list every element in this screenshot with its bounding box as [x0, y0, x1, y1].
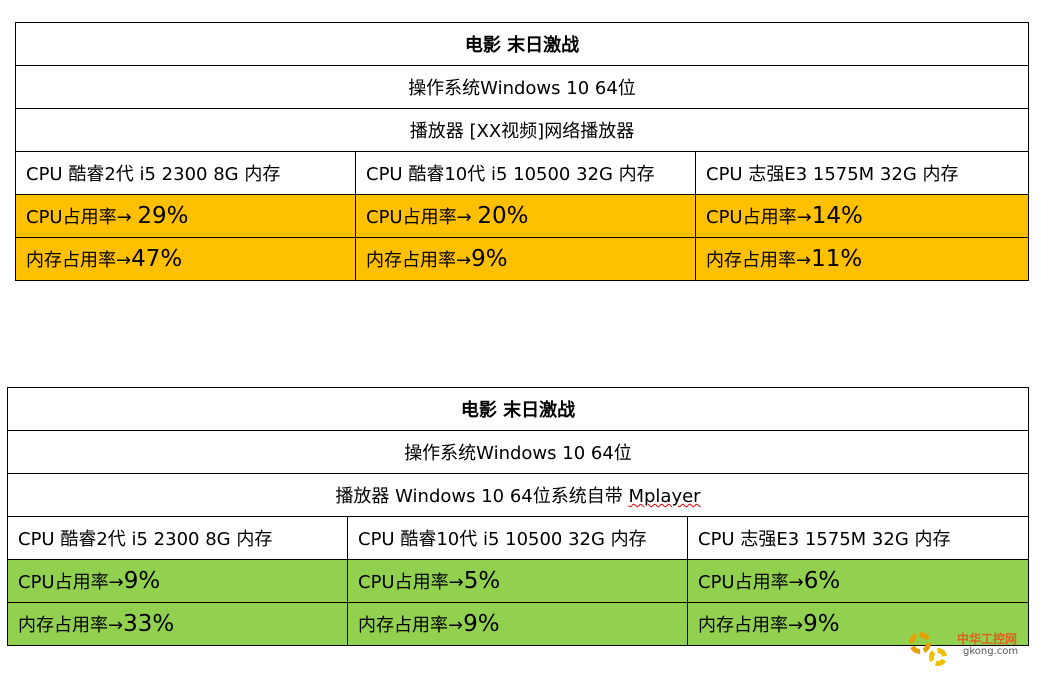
mem-usage-value: 47%: [131, 246, 183, 272]
mem-usage-label: 内存占用率→: [18, 615, 124, 636]
mem-usage-cell: 内存占用率→47%: [15, 237, 356, 281]
hardware-config-2: CPU 酷睿10代 i5 10500 32G 内存: [355, 151, 696, 195]
cpu-usage-value: 6%: [803, 568, 841, 594]
cpu-usage-label: CPU占用率→: [18, 572, 124, 593]
player-text: 播放器 Windows 10 64位系统自带: [335, 486, 629, 507]
cpu-usage-cell: CPU占用率→6%: [687, 559, 1029, 603]
cpu-usage-label: CPU占用率→: [358, 572, 464, 593]
mem-usage-value: 11%: [811, 246, 863, 272]
cpu-usage-cell: CPU占用率→9%: [7, 559, 348, 603]
performance-table-1: 电影 末日激战 操作系统Windows 10 64位 播放器 [XX视频]网络播…: [15, 22, 1029, 281]
mem-usage-cell: 内存占用率→9%: [347, 602, 688, 646]
mem-usage-value: 9%: [471, 246, 508, 272]
hardware-config-3: CPU 志强E3 1575M 32G 内存: [687, 516, 1029, 560]
performance-table-2: 电影 末日激战 操作系统Windows 10 64位 播放器 Windows 1…: [7, 387, 1029, 646]
hardware-config-2: CPU 酷睿10代 i5 10500 32G 内存: [347, 516, 688, 560]
cpu-usage-cell: CPU占用率→5%: [347, 559, 688, 603]
cpu-usage-value: 9%: [123, 568, 161, 594]
cpu-usage-label: CPU占用率→: [26, 207, 138, 228]
hardware-config-3: CPU 志强E3 1575M 32G 内存: [695, 151, 1029, 195]
mem-usage-cell: 内存占用率→9%: [355, 237, 696, 281]
watermark-subtext: gkong.com: [963, 646, 1019, 657]
watermark-text: 中华工控网: [957, 632, 1018, 646]
mem-usage-label: 内存占用率→: [706, 250, 812, 271]
cpu-usage-value: 14%: [811, 203, 863, 229]
mem-usage-cell: 内存占用率→33%: [7, 602, 348, 646]
gear-icon: [909, 632, 931, 654]
movie-title: 电影 末日激战: [7, 387, 1029, 431]
cpu-usage-label: CPU占用率→: [366, 207, 478, 228]
cpu-usage-label: CPU占用率→: [706, 207, 812, 228]
gear-icon: [929, 648, 947, 666]
watermark-logo: 中华工控网 gkong.com: [905, 626, 1035, 678]
cpu-usage-value: 5%: [463, 568, 501, 594]
cpu-usage-label: CPU占用率→: [698, 572, 804, 593]
mem-usage-value: 9%: [803, 611, 840, 637]
mem-usage-value: 33%: [123, 611, 175, 637]
hardware-config-1: CPU 酷睿2代 i5 2300 8G 内存: [15, 151, 356, 195]
cpu-usage-value: 20%: [477, 203, 529, 229]
mem-usage-label: 内存占用率→: [366, 250, 472, 271]
os-label: 操作系统Windows 10 64位: [15, 65, 1029, 109]
player-label: 播放器 Windows 10 64位系统自带 Mplayer: [7, 473, 1029, 517]
os-label: 操作系统Windows 10 64位: [7, 430, 1029, 474]
player-name: Mplayer: [628, 486, 701, 507]
mem-usage-label: 内存占用率→: [26, 250, 132, 271]
cpu-usage-cell: CPU占用率→ 20%: [355, 194, 696, 238]
cpu-usage-cell: CPU占用率→ 29%: [15, 194, 356, 238]
mem-usage-cell: 内存占用率→9%: [687, 602, 1029, 646]
mem-usage-cell: 内存占用率→11%: [695, 237, 1029, 281]
player-text: 播放器 [XX视频]网络播放器: [409, 121, 635, 142]
mem-usage-value: 9%: [463, 611, 500, 637]
player-label: 播放器 [XX视频]网络播放器: [15, 108, 1029, 152]
mem-usage-label: 内存占用率→: [358, 615, 464, 636]
cpu-usage-cell: CPU占用率→14%: [695, 194, 1029, 238]
movie-title: 电影 末日激战: [15, 22, 1029, 66]
mem-usage-label: 内存占用率→: [698, 615, 804, 636]
cpu-usage-value: 29%: [137, 203, 189, 229]
hardware-config-1: CPU 酷睿2代 i5 2300 8G 内存: [7, 516, 348, 560]
